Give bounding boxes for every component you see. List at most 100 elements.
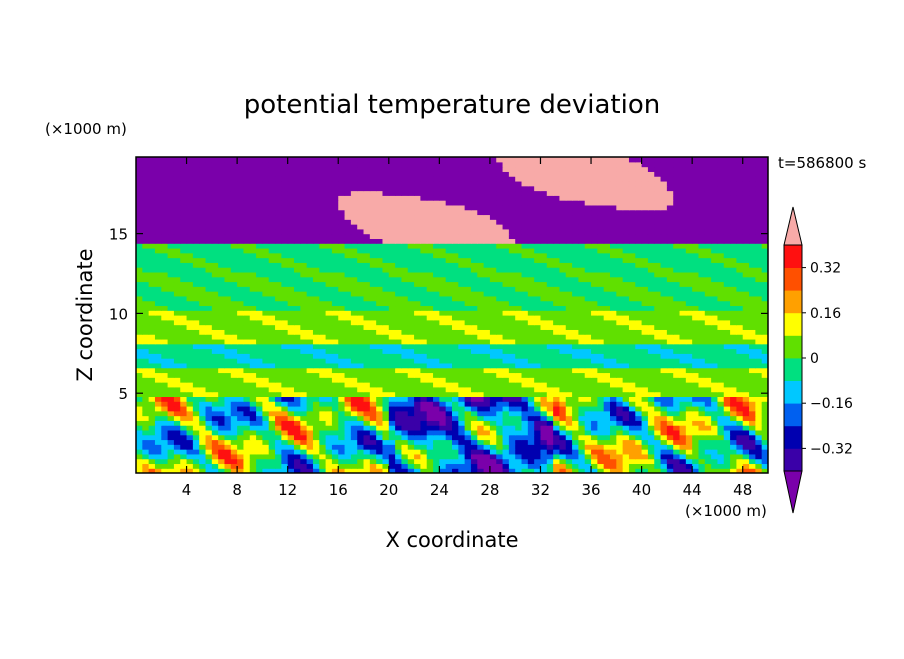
heatmap-cell bbox=[685, 281, 693, 287]
heatmap-cell bbox=[654, 243, 662, 249]
heatmap-cell bbox=[534, 382, 542, 388]
heatmap-cell bbox=[338, 319, 346, 326]
heatmap-cell bbox=[388, 305, 396, 311]
heatmap-cell bbox=[755, 453, 763, 460]
heatmap-cell bbox=[312, 243, 320, 249]
heatmap-cell bbox=[407, 329, 415, 335]
heatmap-cell bbox=[319, 243, 327, 249]
heatmap-cell bbox=[515, 405, 523, 412]
heatmap-cell bbox=[148, 267, 156, 273]
heatmap-cell bbox=[205, 439, 213, 445]
heatmap-cell bbox=[597, 405, 605, 412]
heatmap-cell bbox=[363, 291, 371, 297]
heatmap-cell bbox=[692, 281, 700, 287]
heatmap-cell bbox=[199, 377, 207, 383]
heatmap-cell bbox=[414, 362, 421, 369]
heatmap-cell bbox=[173, 324, 181, 330]
heatmap-cell bbox=[382, 271, 390, 278]
heatmap-cell bbox=[180, 439, 188, 445]
heatmap-cell bbox=[755, 382, 763, 388]
heatmap-cell bbox=[458, 372, 466, 378]
heatmap-cell bbox=[559, 420, 567, 426]
heatmap-cell bbox=[654, 334, 662, 340]
heatmap-cell bbox=[136, 319, 143, 326]
heatmap-cell bbox=[268, 453, 276, 460]
heatmap-cell bbox=[350, 252, 358, 259]
heatmap-cell bbox=[439, 434, 447, 441]
heatmap-cell bbox=[534, 362, 542, 369]
heatmap-cell bbox=[704, 439, 712, 445]
heatmap-cell bbox=[230, 453, 238, 460]
heatmap-cell bbox=[749, 468, 756, 473]
heatmap-cell bbox=[730, 295, 737, 302]
heatmap-cell bbox=[470, 238, 478, 244]
heatmap-cell bbox=[426, 238, 434, 244]
heatmap-cell bbox=[553, 449, 561, 455]
heatmap-cell bbox=[464, 334, 472, 340]
heatmap-cell bbox=[439, 324, 447, 330]
heatmap-cell bbox=[211, 243, 219, 249]
heatmap-cell bbox=[199, 420, 207, 426]
heatmap-cell bbox=[154, 439, 162, 445]
heatmap-cell bbox=[420, 238, 428, 244]
heatmap-cell bbox=[414, 233, 421, 239]
heatmap-cell bbox=[211, 281, 219, 287]
heatmap-cell bbox=[249, 343, 257, 350]
heatmap-cell bbox=[553, 420, 561, 426]
heatmap-cell bbox=[395, 458, 403, 465]
heatmap-cell bbox=[597, 233, 605, 239]
heatmap-cell bbox=[508, 252, 516, 259]
heatmap-cell bbox=[192, 415, 200, 421]
heatmap-cell bbox=[685, 372, 693, 378]
heatmap-cell bbox=[692, 405, 700, 412]
heatmap-cell bbox=[243, 315, 251, 321]
heatmap-cell bbox=[749, 439, 756, 445]
heatmap-cell bbox=[666, 449, 674, 455]
heatmap-cell bbox=[224, 324, 232, 330]
heatmap-cell bbox=[224, 386, 232, 393]
heatmap-cell bbox=[591, 257, 598, 263]
heatmap-cell bbox=[306, 343, 314, 350]
heatmap-cell bbox=[692, 238, 700, 244]
heatmap-cell bbox=[534, 405, 542, 412]
heatmap-cell bbox=[489, 386, 497, 393]
heatmap-cell bbox=[565, 276, 573, 283]
heatmap-cell bbox=[186, 353, 194, 359]
heatmap-cell bbox=[635, 334, 643, 340]
heatmap-cell bbox=[243, 267, 251, 273]
heatmap-cell bbox=[287, 468, 295, 473]
heatmap-cell bbox=[666, 324, 674, 330]
heatmap-cell bbox=[496, 334, 504, 340]
heatmap-cell bbox=[565, 247, 573, 254]
heatmap-cell bbox=[338, 334, 346, 340]
heatmap-cell bbox=[249, 458, 257, 465]
heatmap-cell bbox=[294, 405, 301, 412]
heatmap-cell bbox=[439, 262, 447, 268]
heatmap-cell bbox=[654, 271, 662, 278]
heatmap-cell bbox=[565, 453, 573, 460]
heatmap-cell bbox=[534, 377, 542, 383]
heatmap-cell bbox=[395, 358, 403, 364]
heatmap-cell bbox=[508, 310, 516, 316]
heatmap-cell bbox=[173, 315, 181, 321]
heatmap-cell bbox=[489, 291, 497, 297]
heatmap-cell bbox=[578, 425, 586, 431]
heatmap-cell bbox=[464, 286, 472, 292]
heatmap-cell bbox=[660, 453, 668, 460]
heatmap-cell bbox=[300, 444, 308, 450]
heatmap-cell bbox=[243, 463, 251, 469]
heatmap-cell bbox=[281, 372, 289, 378]
heatmap-cell bbox=[553, 243, 561, 249]
heatmap-cell bbox=[388, 444, 396, 450]
heatmap-cell bbox=[306, 247, 314, 254]
heatmap-cell bbox=[730, 429, 737, 436]
heatmap-cell bbox=[306, 281, 314, 287]
heatmap-cell bbox=[388, 243, 396, 249]
heatmap-cell bbox=[325, 310, 333, 316]
heatmap-cell bbox=[388, 449, 396, 455]
heatmap-cell bbox=[401, 434, 409, 441]
heatmap-cell bbox=[628, 271, 636, 278]
heatmap-cell bbox=[445, 358, 453, 364]
heatmap-cell bbox=[584, 276, 592, 283]
heatmap-cell bbox=[319, 453, 327, 460]
